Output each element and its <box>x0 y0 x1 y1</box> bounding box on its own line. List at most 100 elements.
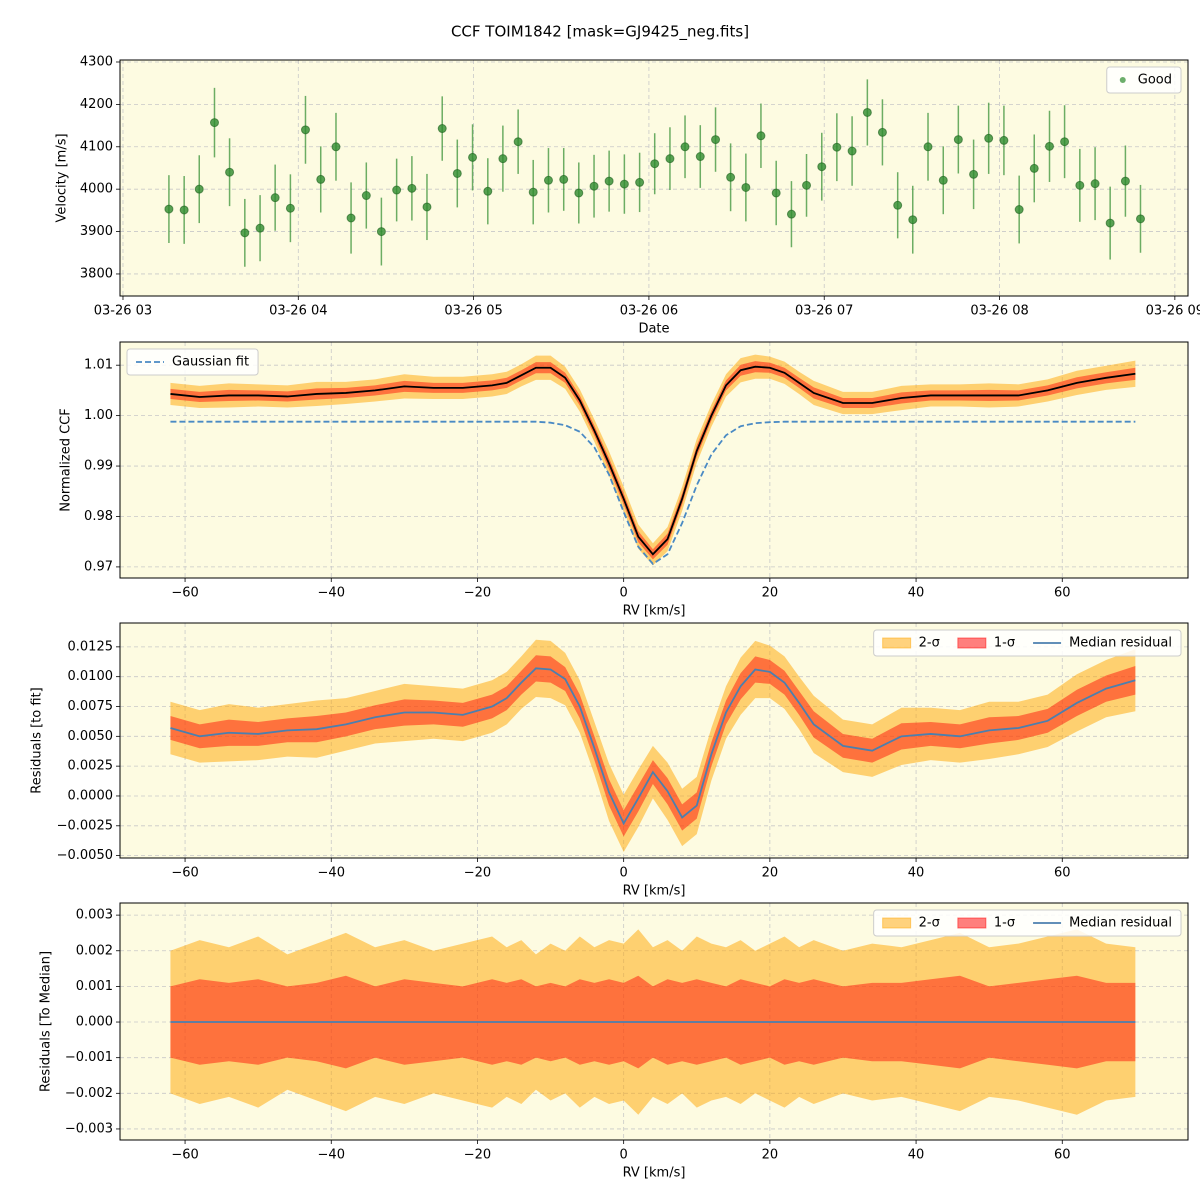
y-tick-label: 1.00 <box>84 408 113 423</box>
x-tick-label: 40 <box>908 866 925 881</box>
point <box>999 135 1009 145</box>
x-tick-label: 40 <box>908 1148 925 1163</box>
y-tick-label: 0.97 <box>84 559 113 574</box>
point <box>589 181 599 191</box>
y-tick-label: 0.0025 <box>68 759 114 774</box>
point <box>802 180 812 190</box>
legend-box <box>873 629 1182 657</box>
legend-label: 2-σ <box>919 636 940 651</box>
legend-label: Median residual <box>1069 636 1172 651</box>
point <box>468 152 478 162</box>
axes-frame <box>119 902 1189 1141</box>
point <box>650 159 660 169</box>
x-tick-label: 0 <box>620 1148 628 1163</box>
point <box>376 227 386 237</box>
x-tick-label: 03-26 03 <box>94 304 152 319</box>
y-tick-label: −0.001 <box>65 1050 113 1065</box>
point <box>255 223 265 233</box>
y-tick-label: 0.0100 <box>68 669 114 684</box>
point <box>969 169 979 179</box>
point <box>1045 141 1055 151</box>
legend-label: Good <box>1138 73 1172 88</box>
x-tick-label: 20 <box>762 586 779 601</box>
legend-label: Median residual <box>1069 916 1172 931</box>
point <box>832 142 842 152</box>
y-tick-label: 0.003 <box>76 908 113 923</box>
legend-label: 1-σ <box>994 916 1015 931</box>
x-tick-label: 20 <box>762 1148 779 1163</box>
point <box>361 191 371 201</box>
point <box>756 131 766 141</box>
x-tick-label: −40 <box>318 586 345 601</box>
point <box>513 137 523 147</box>
x-axis-label: Date <box>638 322 669 337</box>
axes-frame <box>119 341 1189 579</box>
point <box>1135 214 1145 224</box>
axes-frame <box>119 59 1189 297</box>
x-tick-label: 03-26 08 <box>970 304 1028 319</box>
point <box>1105 218 1115 228</box>
point <box>270 193 280 203</box>
x-tick-label: 0 <box>620 866 628 881</box>
point <box>726 172 736 182</box>
point <box>786 209 796 219</box>
y-tick-label: 3900 <box>80 224 113 239</box>
point <box>316 174 326 184</box>
point <box>847 146 857 156</box>
point <box>164 204 174 214</box>
legend-swatch <box>882 917 912 929</box>
legend-swatch <box>1119 77 1126 83</box>
ccf-median <box>170 365 1136 556</box>
y-axis-label: Residuals [to fit] <box>30 687 45 793</box>
point <box>574 188 584 198</box>
y-axis-label: Velocity [m/s] <box>55 133 70 222</box>
point <box>923 142 933 152</box>
x-tick-label: 03-26 05 <box>444 304 502 319</box>
point <box>1029 163 1039 173</box>
x-tick-label: 03-26 07 <box>795 304 853 319</box>
point <box>938 175 948 185</box>
x-axis-label: RV [km/s] <box>623 1166 686 1181</box>
point <box>194 184 204 194</box>
x-tick-label: −20 <box>464 1148 491 1163</box>
point <box>953 135 963 145</box>
point <box>862 107 872 117</box>
y-axis-label: Normalized CCF <box>59 408 74 512</box>
legend-box <box>1106 66 1182 94</box>
x-tick-label: −60 <box>171 586 198 601</box>
x-tick-label: −40 <box>318 866 345 881</box>
point <box>665 154 675 164</box>
x-tick-label: −60 <box>171 1148 198 1163</box>
point <box>1090 179 1100 189</box>
point <box>483 186 493 196</box>
point <box>543 175 553 185</box>
y-tick-label: 4300 <box>80 54 113 69</box>
point <box>877 127 887 137</box>
x-tick-label: 60 <box>1054 586 1071 601</box>
y-tick-label: 0.98 <box>84 509 113 524</box>
y-tick-label: 0.99 <box>84 459 113 474</box>
x-tick-label: 40 <box>908 586 925 601</box>
legend-swatch <box>957 917 987 929</box>
y-tick-label: −0.003 <box>65 1121 113 1136</box>
sigma-band <box>170 639 1136 853</box>
x-tick-label: 60 <box>1054 866 1071 881</box>
point <box>422 202 432 212</box>
point <box>1075 180 1085 190</box>
point <box>559 174 569 184</box>
point <box>1060 137 1070 147</box>
x-tick-label: 20 <box>762 866 779 881</box>
point <box>893 200 903 210</box>
point <box>331 142 341 152</box>
point <box>1120 176 1130 186</box>
x-tick-label: −60 <box>171 866 198 881</box>
point <box>771 188 781 198</box>
axes-frame <box>119 622 1189 859</box>
legend-swatch <box>957 637 987 649</box>
point <box>635 177 645 187</box>
point <box>711 135 721 145</box>
point <box>604 176 614 186</box>
y-axis-label: Residuals [To Median] <box>39 951 54 1092</box>
x-tick-label: −20 <box>464 586 491 601</box>
